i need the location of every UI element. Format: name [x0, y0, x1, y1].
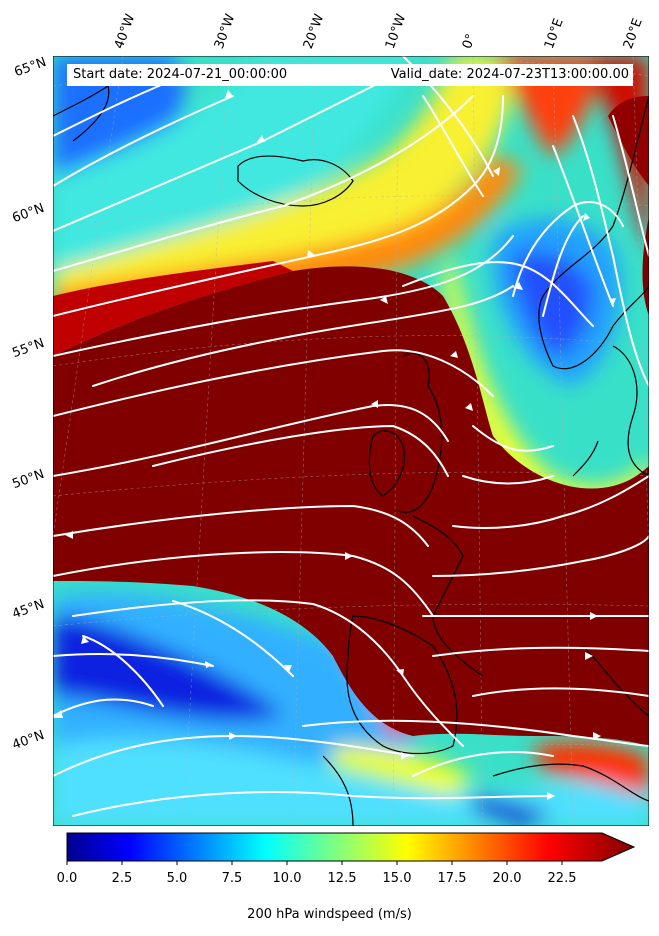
lon-label-10e: 10°E: [541, 16, 567, 51]
colorbar-tick-9: 22.5: [547, 871, 577, 886]
greenland-coast: [53, 85, 110, 142]
iberia-coast: [346, 615, 458, 755]
colorbar-tick-6: 15.0: [382, 871, 412, 886]
lat-label-65n: 65°N: [12, 54, 49, 81]
scandinavia-east: [612, 345, 649, 477]
lon-label-30w: 30°W: [211, 12, 239, 51]
colorbar-tick-0: 0.0: [56, 871, 78, 886]
lon-label-20e: 20°E: [620, 16, 646, 51]
streamlines: [53, 56, 649, 817]
colorbar-label: 200 hPa windspeed (m/s): [247, 907, 412, 922]
start-date-label: Start date: 2024-07-21_00:00:00: [73, 67, 288, 82]
norway-coast: [538, 95, 649, 370]
lon-label-10w: 10°W: [382, 12, 410, 51]
lon-label-0: 0°: [459, 31, 480, 51]
colorbar-tick-4: 10.0: [272, 871, 302, 886]
lat-label-55n: 55°N: [10, 335, 47, 362]
colorbar-tick-5: 12.5: [327, 871, 357, 886]
france-coast: [412, 515, 484, 677]
lat-label-40n: 40°N: [10, 727, 47, 754]
denmark-coast: [572, 440, 599, 477]
colorbar-tick-8: 20.0: [492, 871, 522, 886]
colorbar-tick-7: 17.5: [437, 871, 467, 886]
valid-date-label: Valid_date: 2024-07-23T13:00:00.00: [390, 67, 629, 82]
colorbar-tick-1: 2.5: [111, 871, 133, 886]
colorbar-gradient: [66, 832, 636, 862]
lon-label-20w: 20°W: [300, 12, 328, 51]
lat-label-50n: 50°N: [10, 466, 47, 493]
colorbar-tick-2: 5.0: [166, 871, 188, 886]
iceland-coast: [237, 155, 354, 207]
colorbar-tick-3: 7.5: [221, 871, 243, 886]
lat-label-60n: 60°N: [10, 200, 47, 227]
lon-label-40w: 40°W: [111, 12, 139, 51]
wind-map: [53, 56, 649, 826]
colorbar: [66, 832, 636, 865]
italy-coast: [582, 645, 649, 717]
africa-coast: [322, 755, 649, 826]
lat-label-45n: 45°N: [10, 596, 47, 623]
date-header: Start date: 2024-07-21_00:00:00 Valid_da…: [67, 64, 633, 86]
